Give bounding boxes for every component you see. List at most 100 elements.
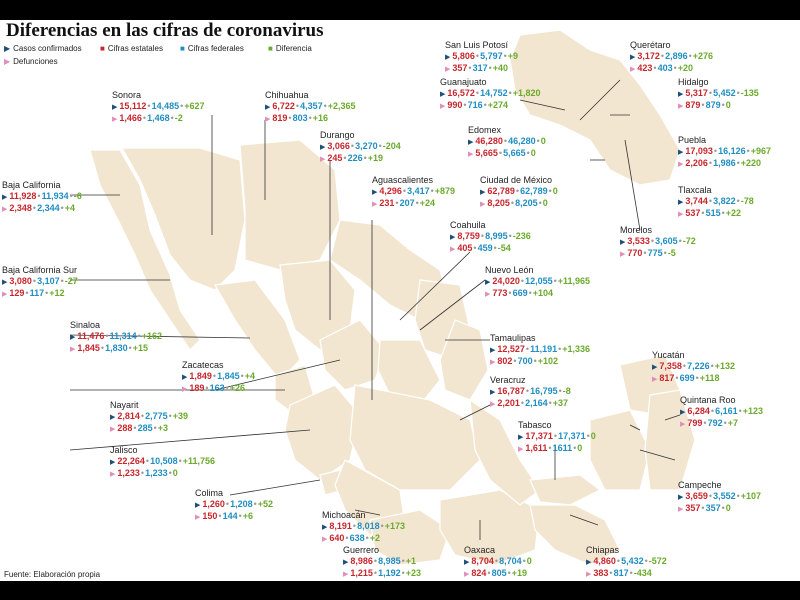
state-sonora: Sonora ▶ 15,112•14,485•+627 ▶ 1,466•1,468•-2 — [112, 90, 205, 125]
diferencia-value: +22 — [725, 208, 742, 218]
separator-dot: • — [430, 186, 434, 196]
federal-value: 16,795 — [530, 386, 558, 396]
state-puebla: Puebla ▶ 17,093•16,126•+967 ▶ 2,206•1,986•+2… — [678, 135, 771, 170]
casos-row: ▶ 6,722•4,357•+2,365 — [265, 101, 356, 113]
triangle-right-icon: ▶ — [182, 386, 188, 393]
estatal-value: 62,789 — [487, 186, 515, 196]
estatal-value: 3,533 — [627, 236, 650, 246]
state-yucat-n: Yucatán ▶ 7,358•7,226•+132 ▶ 817•699•+118 — [652, 350, 735, 385]
triangle-right-icon: ▶ — [678, 506, 684, 513]
triangle-right-icon: ▶ — [450, 234, 456, 241]
diferencia-value: -6 — [73, 191, 82, 201]
defunciones-row: ▶ 189•163•+26 — [182, 383, 255, 395]
diferencia-value: -135 — [740, 88, 759, 98]
separator-dot: • — [60, 203, 64, 213]
estatal-value: 817 — [659, 373, 675, 383]
separator-dot: • — [538, 198, 542, 208]
separator-dot: • — [710, 406, 715, 416]
estatal-value: 1,215 — [350, 568, 373, 578]
defunciones-row: ▶ 357•317•+40 — [445, 63, 518, 75]
diferencia-value: +107 — [740, 491, 762, 501]
separator-dot: • — [548, 398, 552, 408]
estatal-value: 8,704 — [471, 556, 494, 566]
diferencia-value: +24 — [419, 198, 436, 208]
federal-value: 2,775 — [145, 411, 168, 421]
casos-row: ▶ 4,860•5,432•-572 — [586, 556, 667, 568]
estatal-value: 6,284 — [687, 406, 710, 416]
triangle-right-icon: ▶ — [468, 139, 474, 146]
estatal-value: 150 — [202, 511, 218, 521]
separator-dot: • — [468, 63, 472, 73]
separator-dot: • — [494, 556, 499, 566]
federal-value: 8,985 — [378, 556, 401, 566]
state-guanajuato: Guanajuato ▶ 16,572•14,752•+1,820 ▶ 990•716•… — [440, 77, 541, 112]
separator-dot: • — [212, 371, 217, 381]
triangle-right-icon: ▶ — [680, 409, 686, 416]
state-name: Chiapas — [586, 545, 620, 555]
federal-value: 8,995 — [485, 231, 508, 241]
separator-dot: • — [288, 113, 292, 123]
casos-row: ▶ 15,112•14,485•+627 — [112, 101, 205, 113]
federal-value: 817 — [613, 568, 629, 578]
separator-dot: • — [473, 243, 477, 253]
state-name: Puebla — [678, 135, 707, 145]
federal-value: 11,191 — [530, 344, 558, 354]
defunciones-row: ▶ 288•285•+3 — [110, 423, 188, 435]
defunciones-row: ▶ 2,348•2,344•+4 — [2, 203, 82, 215]
casos-row: ▶ 5,806•5,797•+9 — [445, 51, 518, 63]
diferencia-value: +11,756 — [182, 456, 216, 466]
federal-value: 459 — [477, 243, 493, 253]
triangle-right-icon: ▶ — [485, 291, 491, 298]
separator-dot: • — [238, 511, 242, 521]
separator-dot: • — [128, 343, 132, 353]
diferencia-value: -27 — [64, 276, 78, 286]
casos-row: ▶ 22,264•10,508•+11,756 — [110, 456, 215, 468]
separator-dot: • — [401, 568, 405, 578]
federal-value: 117 — [29, 288, 45, 298]
federal-value: 46,280 — [508, 136, 536, 146]
separator-dot: • — [380, 521, 384, 531]
triangle-right-icon: ▶ — [372, 189, 378, 196]
triangle-right-icon: ▶ — [450, 246, 456, 253]
state-name: Morelos — [620, 225, 653, 235]
separator-dot: • — [493, 243, 497, 253]
diferencia-value: +1,820 — [512, 88, 541, 98]
separator-dot: • — [373, 556, 378, 566]
estatal-value: 5,317 — [685, 88, 708, 98]
separator-dot: • — [515, 186, 520, 196]
triangle-right-icon: ▶ — [652, 376, 658, 383]
diferencia-value: +967 — [750, 146, 772, 156]
state-baja-california: Baja California ▶ 11,928•11,934•-6 ▶ 2,348•2… — [2, 180, 82, 215]
map-chiapas — [529, 504, 621, 566]
separator-dot: • — [498, 148, 503, 158]
estatal-value: 537 — [685, 208, 701, 218]
state-quintana-roo: Quintana Roo ▶ 6,284•6,161•+123 ▶ 799•792•+7 — [680, 395, 763, 430]
triangle-right-icon: ▶ — [445, 54, 451, 61]
triangle-right-icon: ▶ — [518, 446, 524, 453]
federal-value: 14,752 — [480, 88, 508, 98]
separator-dot: • — [308, 113, 312, 123]
triangle-right-icon: ▶ — [2, 291, 8, 298]
estatal-value: 3,659 — [685, 491, 708, 501]
triangle-right-icon: ▶ — [265, 104, 271, 111]
separator-dot: • — [609, 568, 613, 578]
separator-dot: • — [365, 533, 369, 543]
diferencia-value: +3 — [157, 423, 169, 433]
map-jalisco — [284, 384, 361, 481]
diferencia-value: +9 — [507, 51, 519, 61]
infographic: Diferencias en las cifras de coronavirus… — [0, 20, 800, 581]
state-name: Guanajuato — [440, 77, 487, 87]
separator-dot: • — [415, 198, 419, 208]
defunciones-row: ▶ 423•403•+20 — [630, 63, 713, 75]
estatal-value: 288 — [117, 423, 133, 433]
map-tabasco — [529, 474, 602, 506]
state-zacatecas: Zacatecas ▶ 1,849•1,845•+4 ▶ 189•163•+26 — [182, 360, 255, 395]
federal-value: 1,233 — [145, 468, 168, 478]
separator-dot: • — [525, 344, 530, 354]
separator-dot: • — [721, 100, 725, 110]
diferencia-value: +1,336 — [562, 344, 591, 354]
state-oaxaca: Oaxaca ▶ 8,704•8,704•0 ▶ 824•805•+19 — [464, 545, 532, 580]
triangle-right-icon: ▶ — [620, 239, 626, 246]
triangle-right-icon: ▶ — [320, 144, 326, 151]
separator-dot: • — [708, 158, 713, 168]
